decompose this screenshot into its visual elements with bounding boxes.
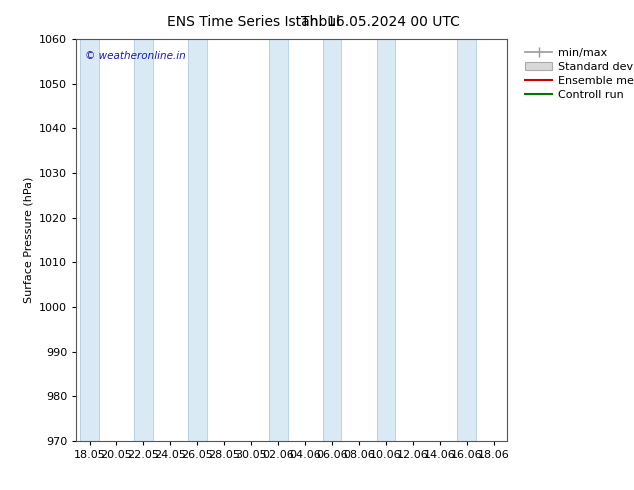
Bar <box>377 39 396 441</box>
Bar <box>188 39 207 441</box>
Bar <box>80 39 99 441</box>
Bar <box>457 39 476 441</box>
Text: Th. 16.05.2024 00 UTC: Th. 16.05.2024 00 UTC <box>301 15 460 29</box>
Legend: min/max, Standard deviation, Ensemble mean run, Controll run: min/max, Standard deviation, Ensemble me… <box>521 45 634 103</box>
Text: ENS Time Series Istanbul: ENS Time Series Istanbul <box>167 15 340 29</box>
Bar <box>323 39 342 441</box>
Text: © weatheronline.in: © weatheronline.in <box>85 51 186 61</box>
Bar <box>269 39 288 441</box>
Y-axis label: Surface Pressure (hPa): Surface Pressure (hPa) <box>23 177 34 303</box>
Bar <box>134 39 153 441</box>
